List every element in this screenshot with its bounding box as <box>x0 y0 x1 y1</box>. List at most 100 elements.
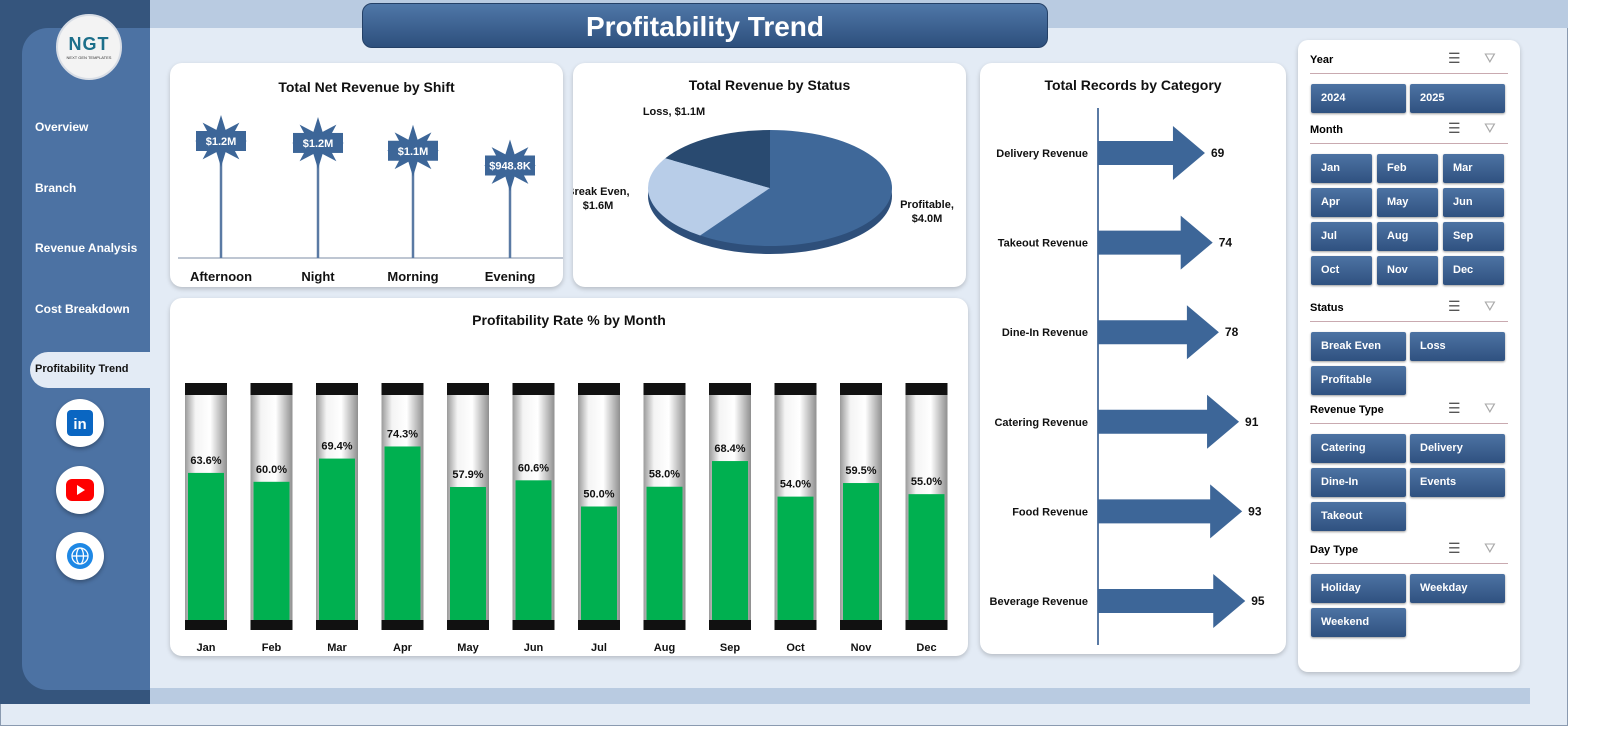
bar-cap-bottom <box>185 620 227 630</box>
pie-label-line: Break Even, <box>573 186 629 198</box>
sidebar-item-profitability-trend[interactable]: Profitability Trend <box>30 352 150 388</box>
x-tick-label: Morning <box>387 269 438 284</box>
clear-filter-icon[interactable]: ⛛ <box>1484 120 1496 136</box>
bar <box>712 461 748 620</box>
sidebar-item-overview[interactable]: Overview <box>35 120 89 134</box>
data-label: 78 <box>1225 325 1239 339</box>
pie-label-line: Profitable, <box>900 199 954 211</box>
multi-select-icon[interactable]: ☰ <box>1448 298 1461 314</box>
logo: NGT NEXT GEN TEMPLATES <box>56 14 122 80</box>
slicer-item-aug[interactable]: Aug <box>1377 222 1438 251</box>
bar-cap-top <box>709 383 751 395</box>
bar <box>515 480 552 620</box>
bar-cap-bottom <box>316 620 358 630</box>
slicer-item-feb[interactable]: Feb <box>1377 154 1438 183</box>
slicer-item-jun[interactable]: Jun <box>1443 188 1504 217</box>
y-tick-label: Takeout Revenue <box>998 238 1088 250</box>
bar-cap-top <box>774 383 817 395</box>
data-label: 95 <box>1251 594 1265 608</box>
pie-label: Loss, $1.1M <box>643 106 705 118</box>
bar-cap-bottom <box>905 620 948 630</box>
slicer-item-dine-in[interactable]: Dine-In <box>1311 468 1406 497</box>
slicer-item-events[interactable]: Events <box>1410 468 1505 497</box>
bar-cap-top <box>381 383 424 395</box>
multi-select-icon[interactable]: ☰ <box>1448 540 1461 556</box>
data-label: 58.0% <box>649 469 680 481</box>
slicer-item-takeout[interactable]: Takeout <box>1311 502 1406 531</box>
slicer-item-may[interactable]: May <box>1377 188 1438 217</box>
globe-icon <box>67 543 93 569</box>
data-label: 93 <box>1248 504 1262 518</box>
clear-filter-icon[interactable]: ⛛ <box>1484 298 1496 314</box>
y-tick-label: Catering Revenue <box>994 417 1088 429</box>
slicer-item-holiday[interactable]: Holiday <box>1311 574 1406 603</box>
slicer-item-loss[interactable]: Loss <box>1410 332 1505 361</box>
slicer-header-status: Status ☰ ⛛ <box>1310 298 1508 322</box>
slicer-item-nov[interactable]: Nov <box>1377 256 1438 285</box>
sidebar-item-revenue-analysis[interactable]: Revenue Analysis <box>35 241 138 255</box>
slicer-item-weekday[interactable]: Weekday <box>1410 574 1505 603</box>
clear-filter-icon[interactable]: ⛛ <box>1484 50 1496 66</box>
slicer-item-jul[interactable]: Jul <box>1311 222 1372 251</box>
slicer-item-2025[interactable]: 2025 <box>1410 84 1505 113</box>
pie-slice <box>665 130 770 188</box>
slicer-item-2024[interactable]: 2024 <box>1311 84 1406 113</box>
slicer-item-apr[interactable]: Apr <box>1311 188 1372 217</box>
data-label: 54.0% <box>780 479 811 491</box>
linkedin-button[interactable]: in <box>56 399 104 447</box>
bottom-band <box>150 688 1530 704</box>
x-tick-label: Afternoon <box>190 269 252 284</box>
website-button[interactable] <box>56 532 104 580</box>
clear-filter-icon[interactable]: ⛛ <box>1484 400 1496 416</box>
bar-cap-top <box>578 383 620 395</box>
bar-cap-top <box>643 383 686 395</box>
x-tick-label: Jan <box>197 642 216 654</box>
slicer-item-oct[interactable]: Oct <box>1311 256 1372 285</box>
chart-title: Total Records by Category <box>1044 77 1222 93</box>
bar-cap-bottom <box>840 620 882 630</box>
bar-cap-top <box>840 383 882 395</box>
bar <box>188 472 224 620</box>
sidebar-item-cost-breakdown[interactable]: Cost Breakdown <box>35 302 130 316</box>
bar-cap-bottom <box>774 620 817 630</box>
slicer-item-catering[interactable]: Catering <box>1311 434 1406 463</box>
multi-select-icon[interactable]: ☰ <box>1448 400 1461 416</box>
pie-label-line: $4.0M <box>912 213 943 225</box>
bar-cap-top <box>316 383 358 395</box>
slicer-item-mar[interactable]: Mar <box>1443 154 1504 183</box>
data-label: $1.1M <box>398 146 429 158</box>
slicer-title: Year <box>1310 54 1334 66</box>
slicer-item-profitable[interactable]: Profitable <box>1311 366 1406 395</box>
bar <box>908 494 945 620</box>
slicer-item-sep[interactable]: Sep <box>1443 222 1504 251</box>
bar-cap-top <box>250 383 293 395</box>
sidebar-item-branch[interactable]: Branch <box>35 181 77 195</box>
data-label: $1.2M <box>206 136 237 148</box>
month-chart-card: Profitability Rate % by Month 63.6% Jan 60… <box>170 298 968 656</box>
slicer-item-delivery[interactable]: Delivery <box>1410 434 1505 463</box>
bar <box>777 496 814 620</box>
status-chart-card: Total Revenue by Status Profitable, $4.0M… <box>573 63 966 287</box>
multi-select-icon[interactable]: ☰ <box>1448 120 1461 136</box>
slicer-item-break-even[interactable]: Break Even <box>1311 332 1406 361</box>
x-tick-label: Oct <box>786 642 805 654</box>
slicer-item-weekend[interactable]: Weekend <box>1311 608 1406 637</box>
bar-cap-bottom <box>381 620 424 630</box>
slicer-item-dec[interactable]: Dec <box>1443 256 1504 285</box>
slicer-panel: Year ☰ ⛛ 2024 2025 Month ☰ ⛛ Jan Feb Mar Apr May Jun J… <box>1298 40 1520 672</box>
linkedin-icon: in <box>67 410 93 436</box>
chart-title: Total Revenue by Status <box>688 77 851 93</box>
x-tick-label: Feb <box>262 642 282 654</box>
slicer-title: Month <box>1310 124 1343 136</box>
data-label-bg <box>485 155 535 176</box>
clear-filter-icon[interactable]: ⛛ <box>1484 540 1496 556</box>
slicer-title: Day Type <box>1310 544 1359 556</box>
y-tick-label: Food Revenue <box>1012 506 1088 518</box>
bar-cap-top <box>512 383 555 395</box>
bar-cap-bottom <box>250 620 293 630</box>
x-tick-label: Apr <box>393 642 413 654</box>
multi-select-icon[interactable]: ☰ <box>1448 50 1461 66</box>
slicer-item-jan[interactable]: Jan <box>1311 154 1372 183</box>
data-label: 55.0% <box>911 476 942 488</box>
youtube-button[interactable] <box>56 466 104 514</box>
